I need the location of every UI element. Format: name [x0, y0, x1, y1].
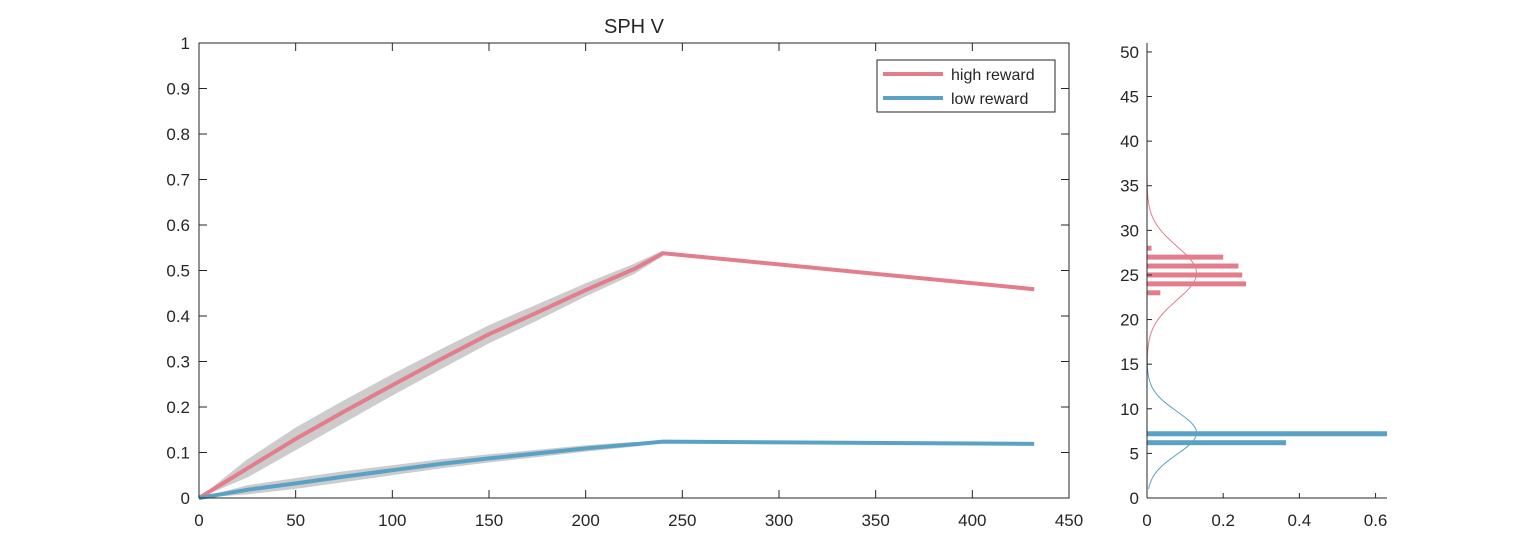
x-axis-ticks: 0 50 100 150 200 250 300 350 400 450 — [194, 43, 1083, 530]
y-tick-label: 0.9 — [166, 80, 190, 99]
side-y-tick-label: 15 — [1120, 355, 1139, 374]
histogram-bar-low-reward — [1147, 431, 1387, 437]
fit-curve-high-reward — [1146, 51, 1198, 490]
side-x-tick-label: 0.6 — [1364, 511, 1388, 530]
histogram-bar-high-reward — [1147, 254, 1224, 260]
side-y-tick-label: 20 — [1120, 311, 1139, 330]
legend-label-low-reward: low reward — [951, 91, 1028, 108]
y-tick-label: 0.6 — [166, 216, 190, 235]
side-x-tick-label: 0.4 — [1288, 511, 1312, 530]
histogram-bar-low-reward — [1147, 440, 1287, 446]
histogram-bar-high-reward — [1147, 263, 1239, 269]
x-tick-label: 150 — [475, 511, 503, 530]
x-tick-label: 350 — [861, 511, 889, 530]
histogram-bar-high-reward — [1147, 245, 1152, 251]
side-x-axis-ticks: 0 0.2 0.4 0.6 — [1142, 493, 1387, 530]
side-histogram: 0 0.2 0.4 0.6 0 5 10 15 20 25 30 35 40 45 50 — [1120, 43, 1387, 530]
side-y-tick-label: 10 — [1120, 400, 1139, 419]
side-y-tick-label: 40 — [1120, 132, 1139, 151]
side-y-tick-label: 25 — [1120, 266, 1139, 285]
side-y-tick-label: 35 — [1120, 177, 1139, 196]
legend-label-high-reward: high reward — [951, 67, 1035, 84]
band-low-reward — [199, 440, 663, 498]
series-line-low-reward — [198, 439, 1035, 500]
series-line-high-reward — [197, 251, 1035, 500]
y-tick-label: 1 — [181, 34, 190, 53]
y-tick-label: 0.2 — [166, 398, 190, 417]
x-tick-label: 0 — [194, 511, 203, 530]
histogram-bar-high-reward — [1147, 290, 1161, 296]
x-tick-label: 250 — [668, 511, 696, 530]
x-tick-label: 400 — [958, 511, 986, 530]
y-tick-label: 0.4 — [166, 307, 190, 326]
x-tick-label: 200 — [571, 511, 599, 530]
y-tick-label: 0.1 — [166, 444, 190, 463]
y-tick-label: 0.3 — [166, 353, 190, 372]
side-y-tick-label: 50 — [1120, 43, 1139, 62]
confidence-bands — [199, 250, 663, 498]
legend: high reward low reward — [876, 59, 1056, 113]
side-y-tick-label: 0 — [1130, 489, 1139, 508]
fit-curve-low-reward — [1146, 51, 1198, 490]
legend-box — [876, 59, 1056, 113]
side-y-tick-label: 30 — [1120, 221, 1139, 240]
y-tick-label: 0.8 — [166, 125, 190, 144]
band-high-reward — [199, 250, 663, 498]
chart-title: SPH V — [604, 16, 665, 38]
histogram-bar-high-reward — [1147, 281, 1247, 287]
side-x-tick-label: 0.2 — [1211, 511, 1235, 530]
histogram-bar-high-reward — [1147, 272, 1243, 278]
series-lines — [197, 251, 1035, 500]
side-y-tick-label: 5 — [1130, 444, 1139, 463]
x-tick-label: 100 — [378, 511, 406, 530]
main-line-chart: SPH V 0 50 100 150 200 250 300 350 400 450 0 0.1 0.… — [166, 16, 1083, 530]
y-axis-ticks: 0 0.1 0.2 0.3 0.4 0.5 0.6 0.7 0.8 0.9 1 — [166, 34, 1069, 508]
x-tick-label: 300 — [765, 511, 793, 530]
side-y-tick-label: 45 — [1120, 88, 1139, 107]
side-x-tick-label: 0 — [1142, 511, 1151, 530]
histogram-bars — [1147, 245, 1387, 446]
x-tick-label: 50 — [286, 511, 305, 530]
y-tick-label: 0 — [181, 489, 190, 508]
y-tick-label: 0.7 — [166, 171, 190, 190]
x-tick-label: 450 — [1055, 511, 1083, 530]
y-tick-label: 0.5 — [166, 262, 190, 281]
fit-curves — [1146, 51, 1198, 490]
side-y-axis-ticks: 0 5 10 15 20 25 30 35 40 45 50 — [1120, 43, 1152, 508]
